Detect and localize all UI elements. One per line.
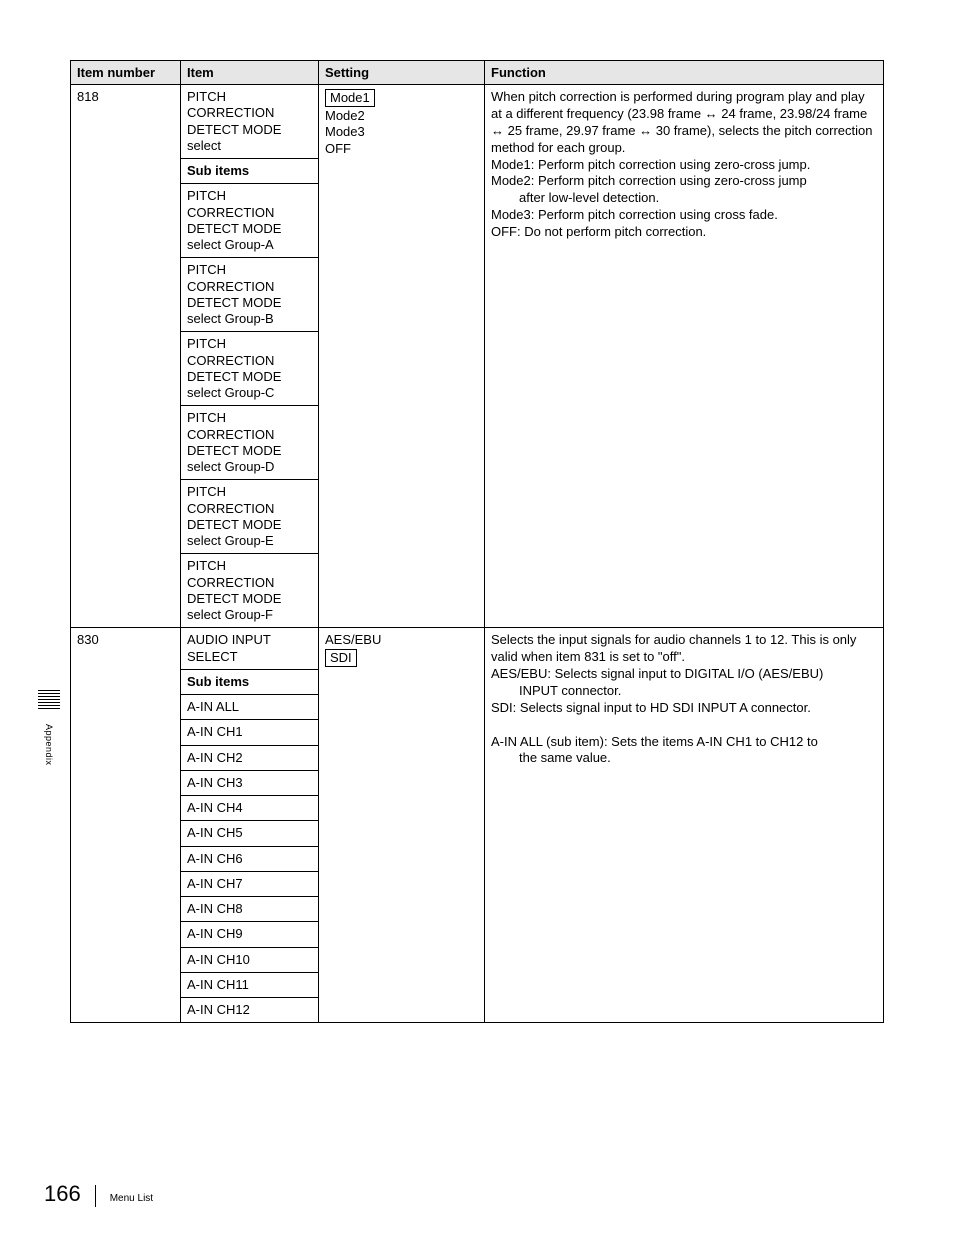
item-entry: PITCH CORRECTION DETECT MODE select Grou… (181, 184, 318, 258)
footer-section-label: Menu List (110, 1193, 153, 1204)
item-entry: PITCH CORRECTION DETECT MODE select Grou… (181, 480, 318, 554)
header-function: Function (485, 61, 884, 85)
table-row: 818 PITCH CORRECTION DETECT MODE select … (71, 85, 884, 628)
item-entry: A-IN CH2 (181, 746, 318, 771)
function-line-indent: the same value. (491, 750, 611, 767)
page-number: 166 (44, 1181, 81, 1207)
function-line: AES/EBU: Selects signal input to DIGITAL… (491, 666, 823, 681)
item-entry: A-IN CH10 (181, 948, 318, 973)
menu-table: Item number Item Setting Function 818 PI… (70, 60, 884, 1023)
function-line: OFF: Do not perform pitch correction. (491, 224, 706, 239)
function-line: Mode1: Perform pitch correction using ze… (491, 157, 810, 172)
header-item: Item (181, 61, 319, 85)
setting-option: Mode3 (325, 124, 365, 139)
cell-item-number: 830 (71, 628, 181, 1023)
cell-function: Selects the input signals for audio chan… (485, 628, 884, 1023)
item-entry: A-IN CH7 (181, 872, 318, 897)
cell-setting: Mode1 Mode2 Mode3 OFF (319, 85, 485, 628)
cell-item-number: 818 (71, 85, 181, 628)
function-line: SDI: Selects signal input to HD SDI INPU… (491, 700, 811, 715)
function-line: A-IN ALL (sub item): Sets the items A-IN… (491, 734, 818, 749)
sub-items-header: Sub items (181, 159, 318, 184)
item-entry: PITCH CORRECTION DETECT MODE select Grou… (181, 258, 318, 332)
header-item-number: Item number (71, 61, 181, 85)
function-line-indent: after low-level detection. (491, 190, 659, 207)
item-entry: PITCH CORRECTION DETECT MODE select Grou… (181, 332, 318, 406)
item-entry: A-IN CH5 (181, 821, 318, 846)
item-entry: A-IN CH4 (181, 796, 318, 821)
item-entry: PITCH CORRECTION DETECT MODE select Grou… (181, 554, 318, 627)
function-line: Selects the input signals for audio chan… (491, 632, 856, 664)
table-header-row: Item number Item Setting Function (71, 61, 884, 85)
item-entry: PITCH CORRECTION DETECT MODE select (181, 85, 318, 159)
item-entry: A-IN ALL (181, 695, 318, 720)
item-entry: A-IN CH6 (181, 847, 318, 872)
setting-default-boxed: Mode1 (325, 89, 375, 107)
side-section-label: Appendix (44, 724, 54, 766)
cell-function: When pitch correction is performed durin… (485, 85, 884, 628)
item-entry: A-IN CH3 (181, 771, 318, 796)
item-entry: PITCH CORRECTION DETECT MODE select Grou… (181, 406, 318, 480)
item-entry: A-IN CH12 (181, 998, 318, 1022)
setting-option: Mode2 (325, 108, 365, 123)
setting-default-boxed: SDI (325, 649, 357, 667)
cell-item-list: AUDIO INPUT SELECT Sub items A-IN ALL A-… (181, 628, 319, 1023)
item-entry: A-IN CH8 (181, 897, 318, 922)
cell-item-list: PITCH CORRECTION DETECT MODE select Sub … (181, 85, 319, 628)
table-row: 830 AUDIO INPUT SELECT Sub items A-IN AL… (71, 628, 884, 1023)
setting-option: OFF (325, 141, 351, 156)
sub-items-header: Sub items (181, 670, 318, 695)
function-line: Mode3: Perform pitch correction using cr… (491, 207, 778, 222)
item-entry: A-IN CH1 (181, 720, 318, 745)
setting-option: AES/EBU (325, 632, 381, 647)
page-content: Appendix Item number Item Setting Functi… (0, 0, 954, 1235)
page-footer: 166 Menu List (44, 1181, 153, 1207)
footer-separator (95, 1185, 96, 1207)
item-entry: A-IN CH11 (181, 973, 318, 998)
function-line-indent: INPUT connector. (491, 683, 621, 700)
item-entry: AUDIO INPUT SELECT (181, 628, 318, 670)
cell-setting: AES/EBU SDI (319, 628, 485, 1023)
header-setting: Setting (319, 61, 485, 85)
side-decoration-lines (38, 690, 60, 718)
item-entry: A-IN CH9 (181, 922, 318, 947)
side-label-block: Appendix (38, 690, 52, 766)
function-line: Mode2: Perform pitch correction using ze… (491, 173, 807, 188)
function-line: When pitch correction is performed durin… (491, 89, 873, 155)
